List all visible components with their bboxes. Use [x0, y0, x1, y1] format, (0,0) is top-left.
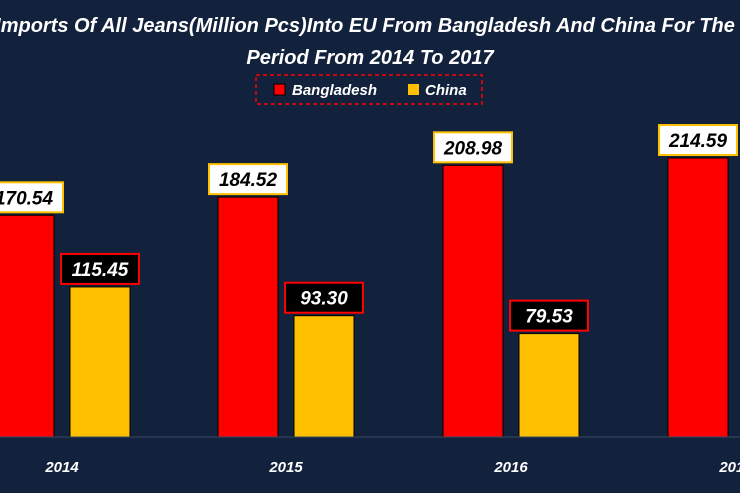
data-label-box-bangladesh-2016: [433, 131, 513, 164]
legend-label-china: China: [425, 82, 467, 99]
x-tick-2014: 2014: [44, 459, 79, 476]
legend: Bangladesh China: [255, 74, 483, 105]
data-label-bangladesh-2015: 184.52: [219, 170, 278, 191]
x-tick-2015: 2015: [268, 459, 303, 476]
bar-china-2014: [69, 286, 131, 438]
legend-swatch-bangladesh: [273, 83, 286, 96]
bar-bangladesh-2016: [442, 164, 504, 438]
data-label-china-2015: 93.30: [300, 289, 348, 310]
bar-china-2016: [518, 333, 580, 438]
legend-label-bangladesh: Bangladesh: [292, 82, 377, 99]
data-label-box-china-2016: [509, 299, 589, 332]
data-label-box-bangladesh-2017: [658, 124, 738, 157]
data-label-box-bangladesh-2015: [208, 163, 288, 196]
data-label-bangladesh-2017: 214.59: [668, 131, 728, 152]
x-tick-2016: 2016: [493, 459, 528, 476]
chart-title-line2: Period From 2014 To 2017: [246, 47, 494, 69]
data-label-box-bangladesh-2014: [0, 181, 64, 214]
bar-china-2015: [293, 315, 355, 438]
plot-area: 170.54 184.52 208.98 214.59 115.45 93.30 79.53…: [0, 124, 740, 476]
data-label-bangladesh-2014: 170.54: [0, 188, 53, 209]
data-label-box-china-2015: [284, 281, 364, 314]
data-label-china-2016: 79.53: [525, 307, 573, 328]
data-label-bangladesh-2016: 208.98: [443, 138, 503, 159]
legend-border: [255, 74, 483, 105]
data-label-china-2014: 115.45: [72, 260, 129, 281]
chart-title-line1: Imports Of All Jeans(Million Pcs)Into EU…: [0, 15, 735, 37]
legend-swatch-china: [408, 84, 419, 95]
bar-bangladesh-2014: [0, 214, 55, 438]
data-label-box-china-2014: [60, 252, 140, 285]
bar-bangladesh-2015: [217, 196, 279, 438]
bar-bangladesh-2017: [667, 157, 729, 438]
x-tick-2017: 2017: [718, 459, 740, 476]
